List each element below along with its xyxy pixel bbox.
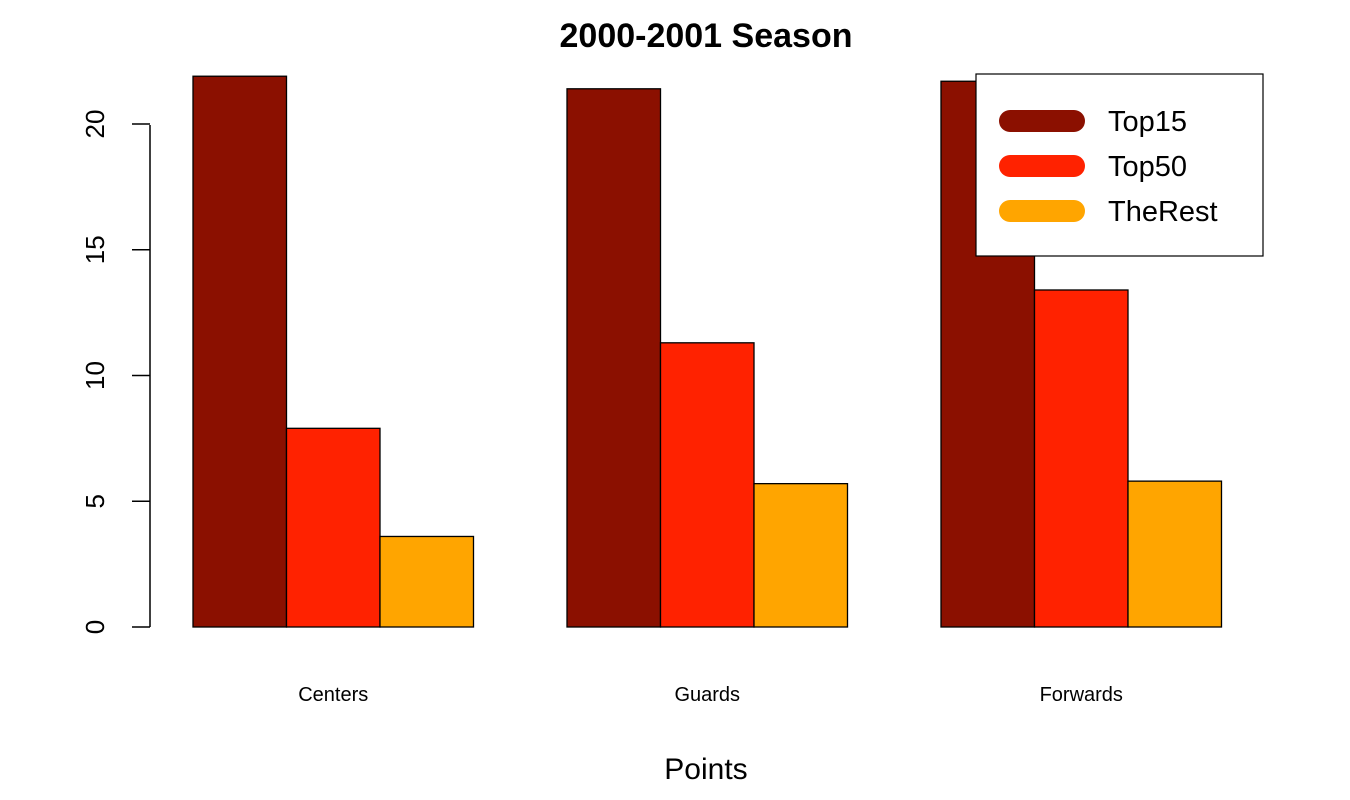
y-axis: 0 5 10 15 20	[80, 110, 151, 634]
legend-label: Top50	[1108, 151, 1187, 183]
legend: Top15 Top50 TheRest	[975, 73, 1264, 257]
category-label: Forwards	[1040, 684, 1123, 706]
category-labels: Centers Guards Forwards	[298, 684, 1123, 706]
x-axis-label: Points	[664, 753, 747, 786]
bars-group	[192, 75, 1223, 628]
bar-forwards-therest	[1127, 480, 1223, 628]
bar-centers-top15	[192, 75, 288, 628]
chart-title: 2000-2001 Season	[560, 17, 853, 55]
y-tick-label: 15	[80, 235, 110, 264]
y-tick-label: 0	[80, 620, 110, 634]
bar-centers-top50	[285, 427, 381, 628]
legend-label: TheRest	[1108, 196, 1218, 228]
bar-guards-top15	[566, 88, 662, 628]
bar-guards-top50	[659, 342, 755, 628]
category-label: Guards	[674, 684, 740, 706]
bar-centers-therest	[379, 535, 475, 628]
bar-guards-therest	[753, 482, 849, 628]
y-tick-label: 20	[80, 110, 110, 139]
y-tick-label: 5	[80, 494, 110, 508]
legend-label: Top15	[1108, 106, 1187, 138]
category-label: Centers	[298, 684, 368, 706]
y-tick-label: 10	[80, 361, 110, 390]
bar-forwards-top50	[1033, 289, 1129, 628]
